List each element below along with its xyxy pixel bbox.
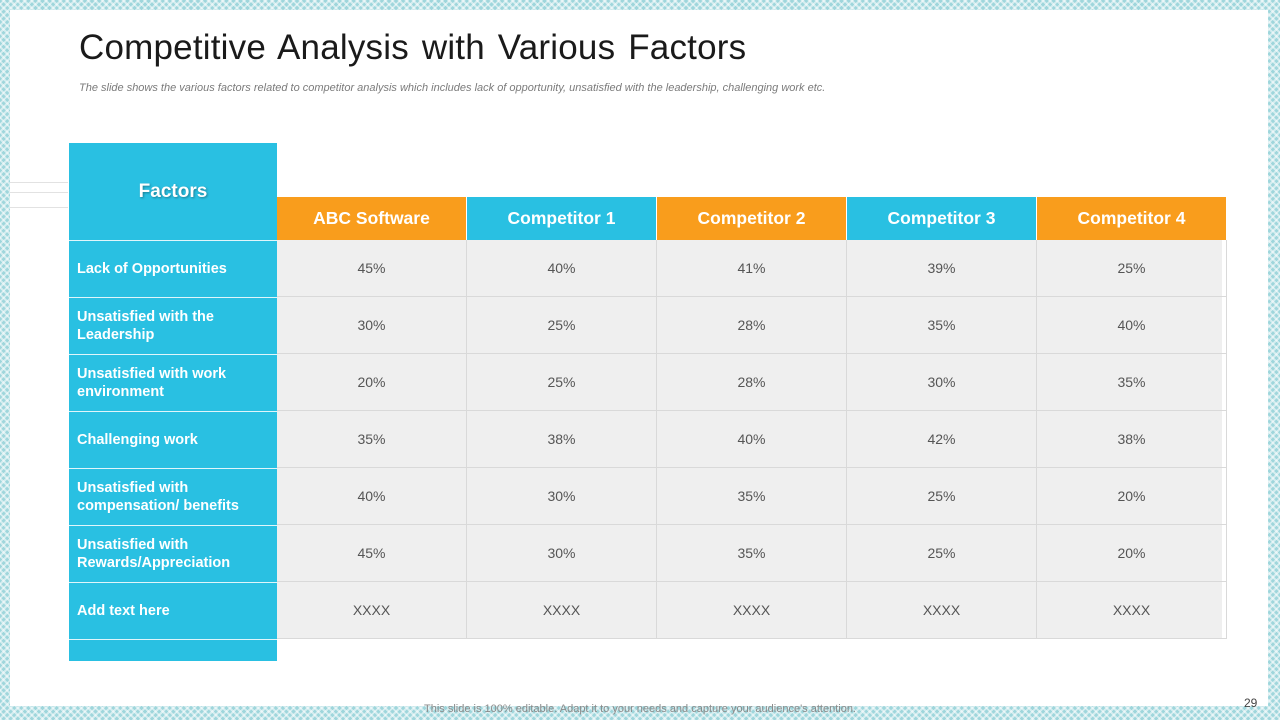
table-cell: XXXX [277,582,467,639]
factor-label-unsatisfied-with-compensation-benefits: Unsatisfied with compensation/ benefits [69,469,277,526]
table-cell: 39% [847,240,1037,297]
table-cell: 40% [467,240,657,297]
table-cell: 28% [657,354,847,411]
column-header-competitor-4: Competitor 4 [1037,197,1227,240]
table-cell: 25% [467,297,657,354]
factor-label-unsatisfied-with-the-leadership: Unsatisfied with the Leadership [69,298,277,355]
factors-header: Factors [69,143,277,241]
table-cell: 45% [277,240,467,297]
factor-label-unsatisfied-with-work-environment: Unsatisfied with work environment [69,355,277,412]
table-cell: 38% [1037,411,1227,468]
page-number: 29 [1244,696,1258,710]
table-cell: 45% [277,525,467,582]
factors-column: Factors Lack of Opportunities Unsatisfied… [69,143,277,661]
column-header-competitor-1: Competitor 1 [467,197,657,240]
table-cell: 30% [467,525,657,582]
factor-label-challenging-work: Challenging work [69,412,277,469]
factor-label-unsatisfied-with-rewards-appreciation: Unsatisfied with Rewards/Appreciation [69,526,277,583]
table-cell: 42% [847,411,1037,468]
table-cell: 20% [277,354,467,411]
table-cell: 30% [847,354,1037,411]
table-cell: 20% [1037,525,1227,582]
decorative-lines [10,182,68,208]
table-cell: 28% [657,297,847,354]
column-header-abc-software: ABC Software [277,197,467,240]
table-cell: 30% [277,297,467,354]
footer-note: This slide is 100% editable. Adapt it to… [424,703,856,715]
factor-label-add-text-here: Add text here [69,583,277,640]
table-cell: 35% [847,297,1037,354]
table-cell: 25% [1037,240,1227,297]
table-cell: 25% [847,468,1037,525]
table-cell: 25% [467,354,657,411]
table-cell: 35% [277,411,467,468]
table-cell: 20% [1037,468,1227,525]
table-cell: XXXX [657,582,847,639]
slide-title: Competitive Analysis with Various Factor… [79,28,747,67]
table-cell: 40% [1037,297,1227,354]
table-cell: XXXX [1037,582,1227,639]
column-header-competitor-3: Competitor 3 [847,197,1037,240]
column-header-competitor-2: Competitor 2 [657,197,847,240]
values-grid: 45% 40% 41% 39% 25% 30% 25% 28% 35% 40% 20% 25% 28% 3… [277,240,1227,639]
table-cell: 38% [467,411,657,468]
table-cell: XXXX [467,582,657,639]
table-cell: 41% [657,240,847,297]
table-cell: 35% [657,525,847,582]
factor-label-lack-of-opportunities: Lack of Opportunities [69,241,277,298]
table-cell: 35% [657,468,847,525]
table-cell: XXXX [847,582,1037,639]
table-cell: 30% [467,468,657,525]
table-cell: 25% [847,525,1037,582]
slide: Competitive Analysis with Various Factor… [10,10,1268,710]
table-cell: 35% [1037,354,1227,411]
table-cell: 40% [277,468,467,525]
slide-subtitle: The slide shows the various factors rela… [79,82,826,94]
table-cell: 40% [657,411,847,468]
